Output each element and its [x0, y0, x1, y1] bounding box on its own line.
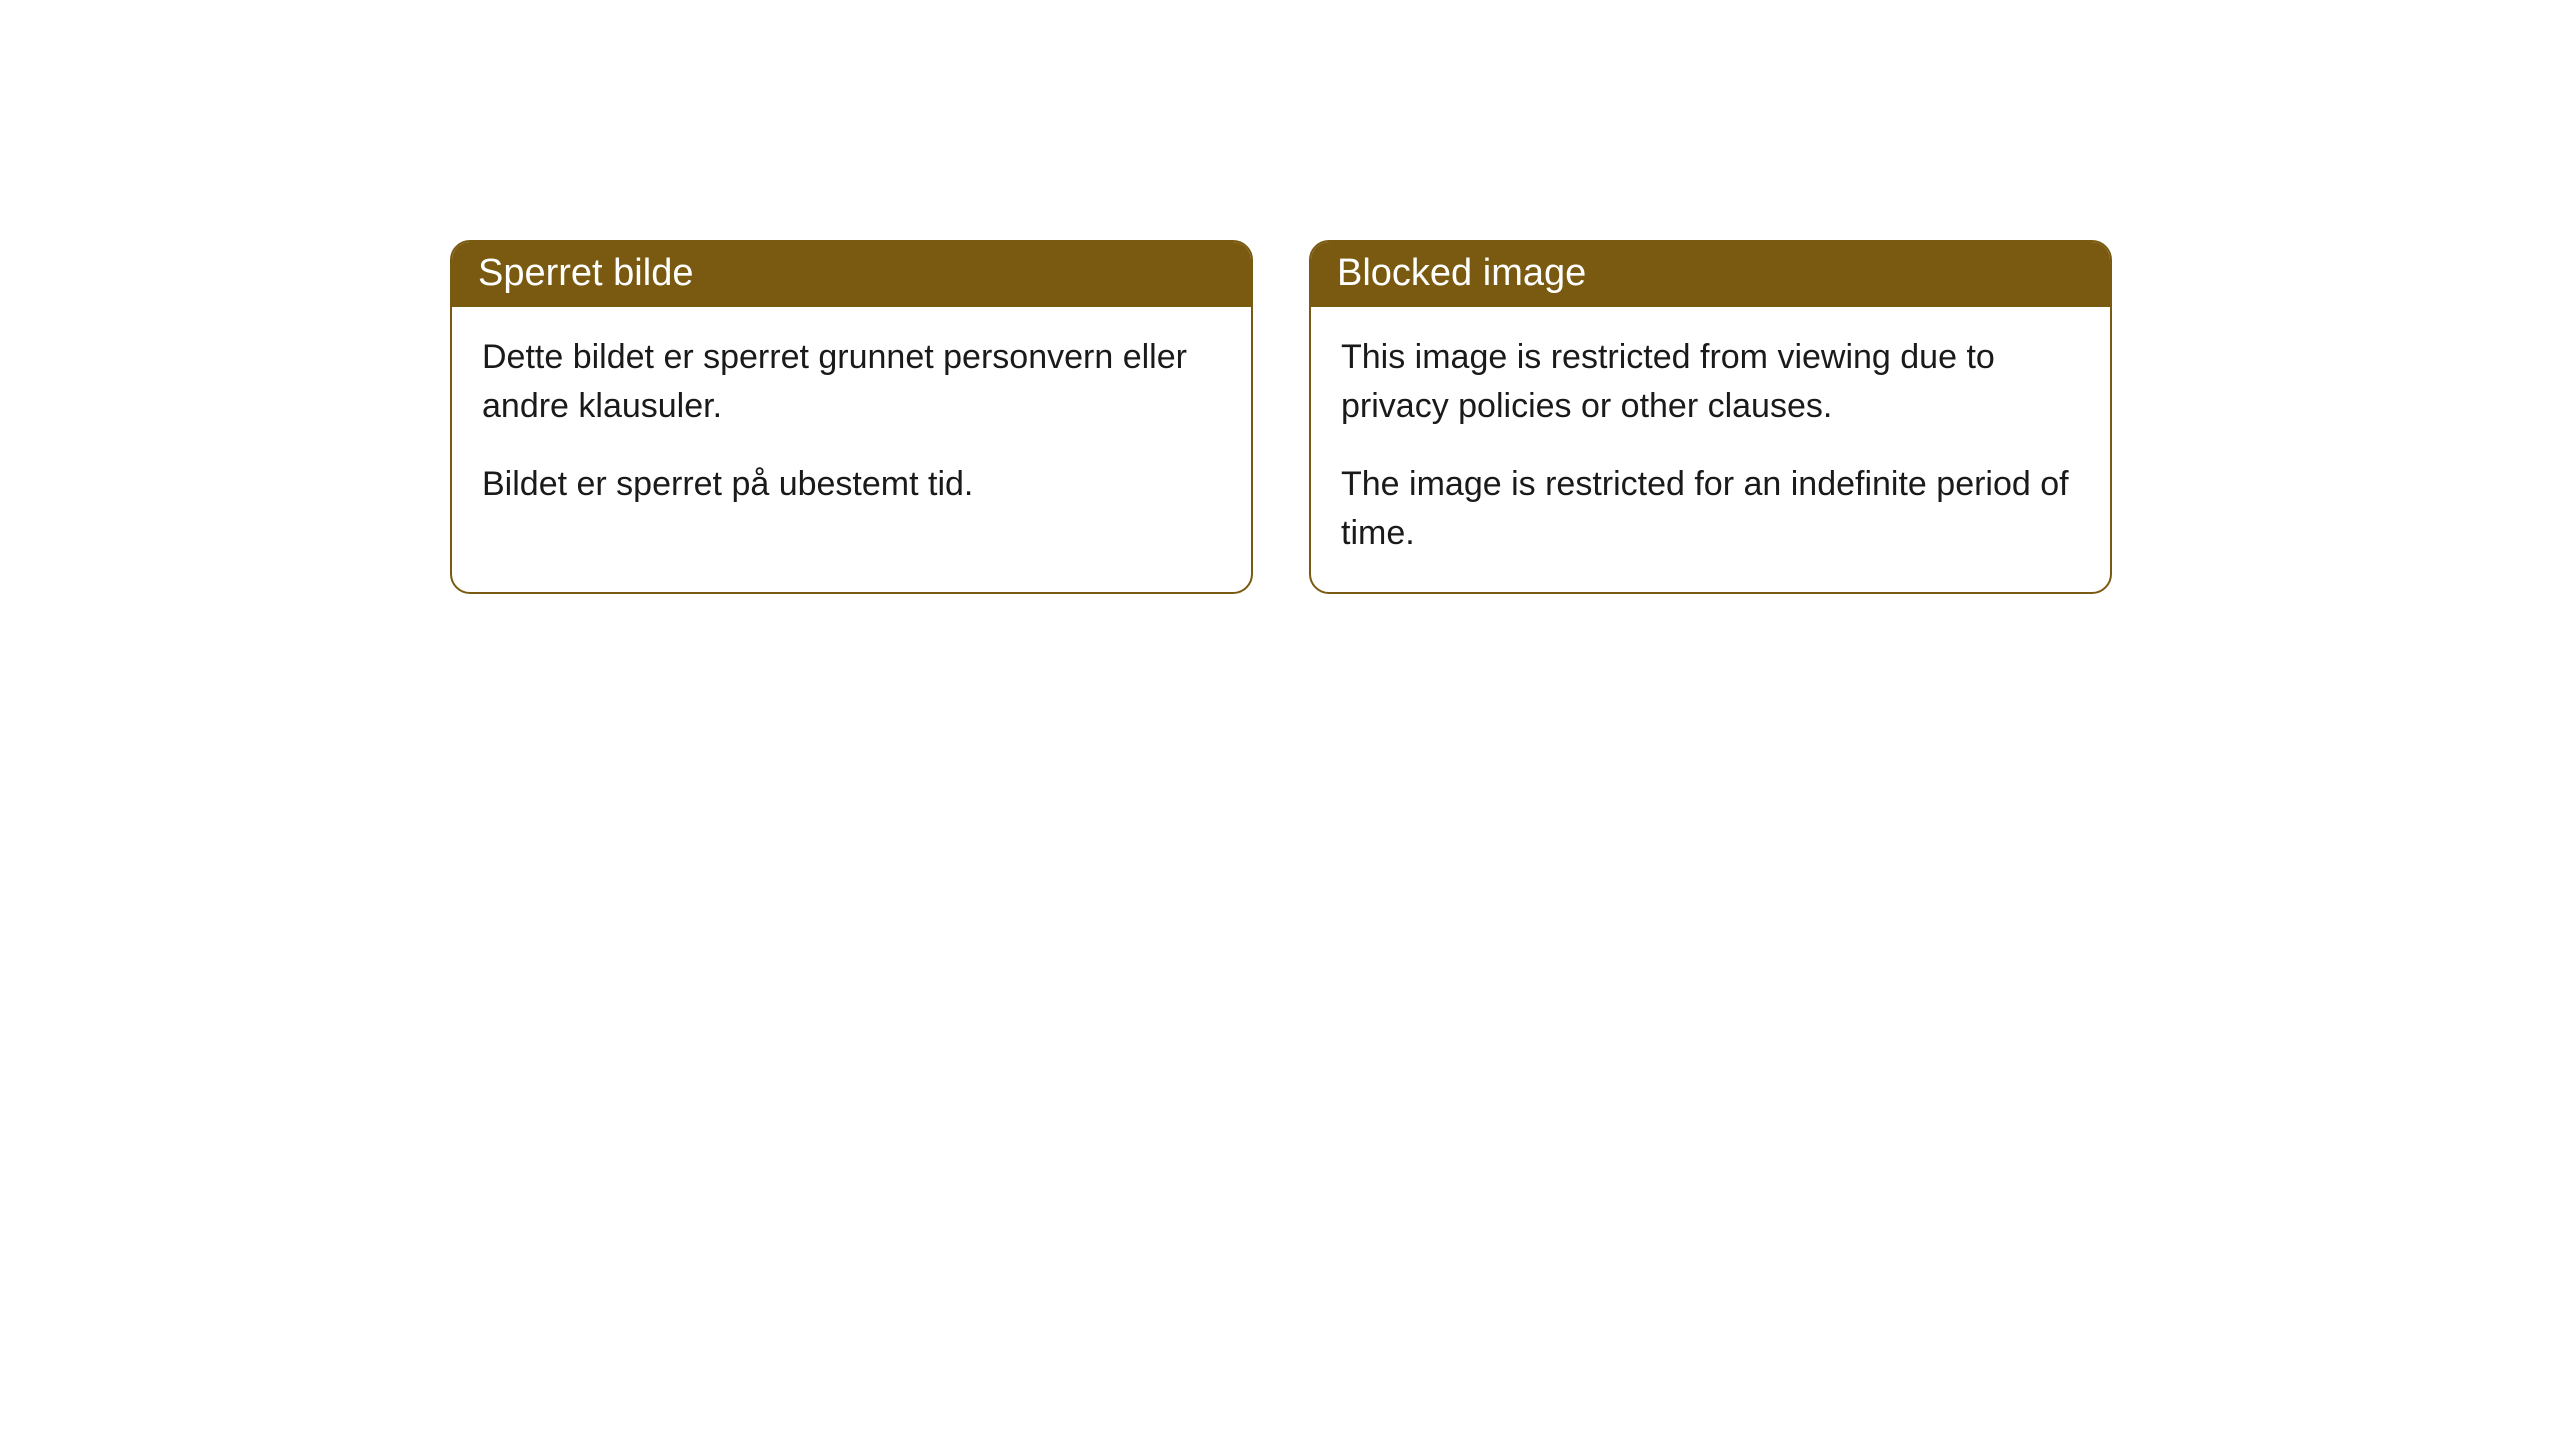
notice-card-english: Blocked image This image is restricted f…	[1309, 240, 2112, 594]
notice-card-norwegian: Sperret bilde Dette bildet er sperret gr…	[450, 240, 1253, 594]
notice-paragraph: Dette bildet er sperret grunnet personve…	[482, 333, 1221, 432]
notice-paragraph: Bildet er sperret på ubestemt tid.	[482, 460, 1221, 509]
notice-paragraph: This image is restricted from viewing du…	[1341, 333, 2080, 432]
notice-card-body: This image is restricted from viewing du…	[1311, 307, 2110, 592]
notice-card-title: Blocked image	[1311, 242, 2110, 307]
notice-paragraph: The image is restricted for an indefinit…	[1341, 460, 2080, 559]
notice-card-body: Dette bildet er sperret grunnet personve…	[452, 307, 1251, 543]
notice-card-title: Sperret bilde	[452, 242, 1251, 307]
notice-cards-container: Sperret bilde Dette bildet er sperret gr…	[450, 240, 2560, 594]
